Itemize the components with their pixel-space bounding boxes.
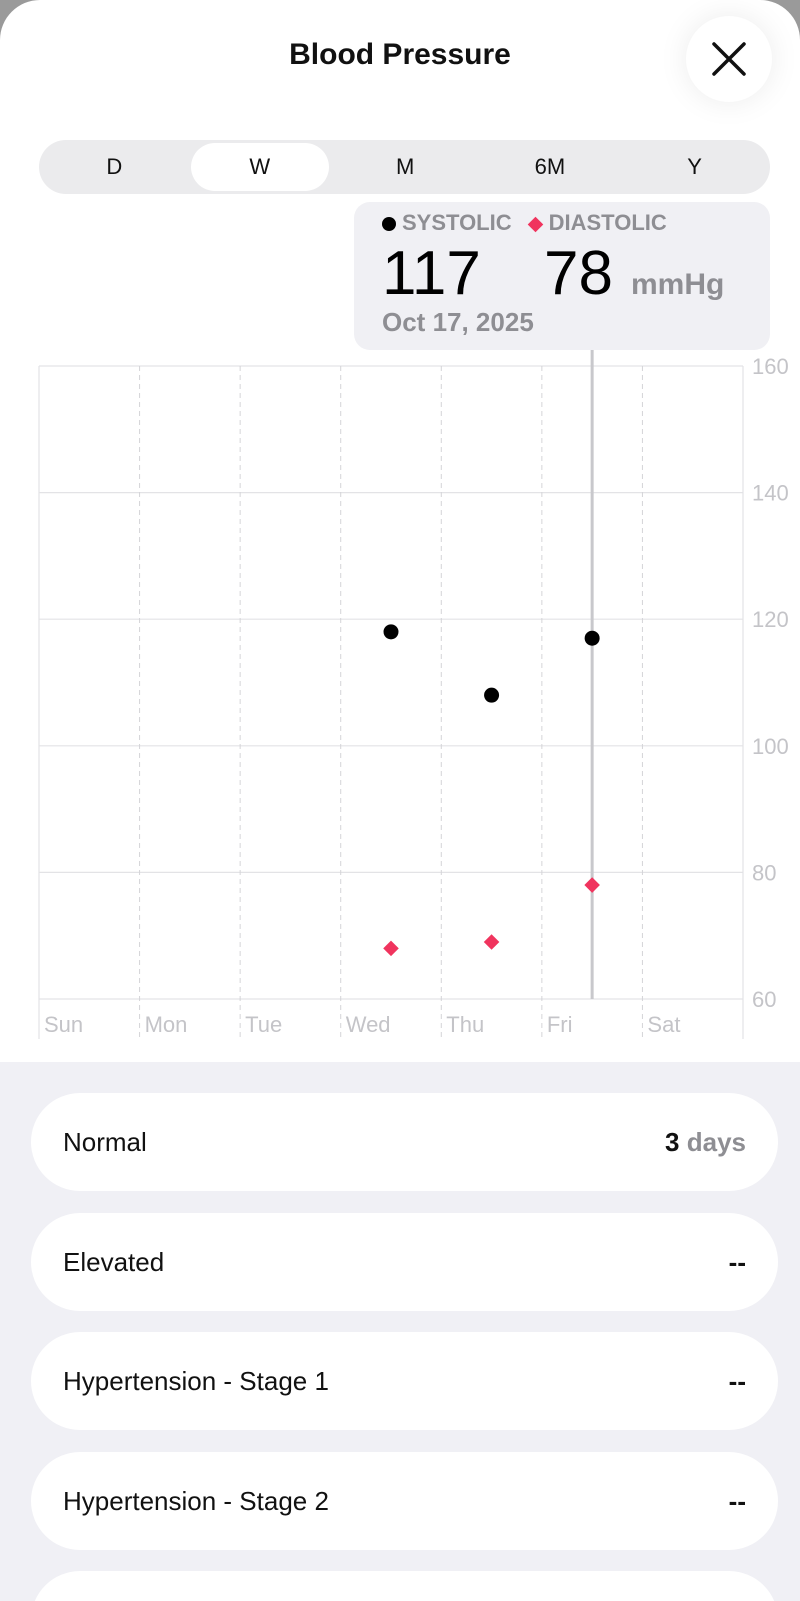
y-tick-label: 80 [752,860,776,885]
systolic-label: SYSTOLIC [402,210,512,235]
tab-month[interactable]: M [395,154,415,179]
category-label: Elevated [63,1246,165,1277]
category-value: -- [728,1365,746,1396]
category-normal[interactable]: Normal 3 days [31,1093,778,1191]
tab-6-months[interactable]: 6M [534,154,566,179]
y-tick-label: 100 [752,734,789,759]
diastolic-point [483,934,500,950]
systolic-point [484,687,500,703]
x-tick-label: Wed [346,1012,391,1037]
unit-label: mmHg [630,268,725,301]
x-icon [712,42,746,76]
x-tick-label: Sat [647,1012,680,1037]
category-count: 3 [665,1126,680,1157]
range-segmented-control: D W M 6M Y [39,140,770,194]
category-card[interactable] [31,1571,778,1601]
page-title: Blood Pressure [289,38,511,71]
blood-pressure-chart[interactable]: 60 80 100 120 140 160 Sun Mon Tue Wed Thu Fri Sat [0,340,800,1040]
y-tick-label: 140 [752,481,789,506]
x-tick-label: Fri [547,1012,573,1037]
category-label: Hypertension - Stage 1 [63,1365,329,1396]
selection-callout: SYSTOLIC DIASTOLIC 117 78 mmHg Oct 17, 2… [354,202,770,350]
x-tick-label: Tue [245,1012,282,1037]
diastolic-point [383,940,399,957]
systolic-value: 117 [382,239,481,308]
x-tick-label: Thu [446,1012,484,1037]
category-elevated[interactable]: Elevated -- [31,1213,778,1311]
category-hypertension-stage-1[interactable]: Hypertension - Stage 1 -- [31,1332,778,1430]
systolic-point [584,630,600,646]
selection-date: Oct 17, 2025 [382,307,534,337]
y-tick-label: 60 [752,987,776,1012]
category-label: Normal [63,1126,147,1157]
category-value: -- [728,1485,746,1516]
tab-year[interactable]: Y [687,154,702,179]
diastolic-diamond-icon [527,216,543,232]
x-tick-label: Mon [145,1012,188,1037]
y-tick-label: 160 [752,354,789,379]
diastolic-value: 78 [544,239,613,308]
tab-week[interactable]: W [190,143,329,191]
category-value: -- [728,1246,746,1277]
diastolic-point [584,877,600,893]
category-label: Hypertension - Stage 2 [63,1485,329,1516]
category-list: Normal 3 days Elevated -- Hypertension -… [0,1062,800,1601]
systolic-point [383,624,399,640]
close-button[interactable] [686,16,772,102]
systolic-dot-icon [382,217,396,232]
category-hypertension-stage-2[interactable]: Hypertension - Stage 2 -- [31,1452,778,1550]
x-tick-label: Sun [44,1012,83,1037]
diastolic-label: DIASTOLIC [548,210,667,235]
category-unit: days [686,1126,746,1157]
y-tick-label: 120 [752,607,789,632]
tab-day[interactable]: D [106,154,123,179]
